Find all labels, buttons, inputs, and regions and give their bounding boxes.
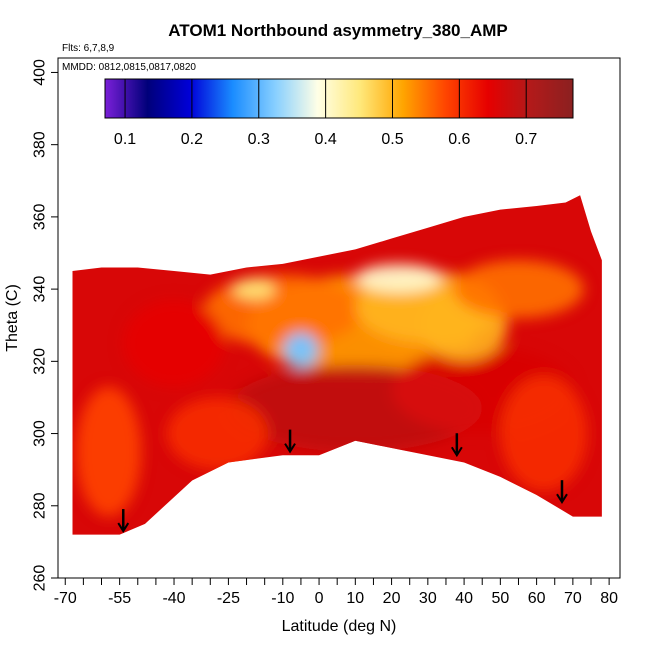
arrow-marker [450, 433, 463, 458]
x-tick-label: -70 [54, 590, 77, 607]
heatmap-region [282, 332, 320, 369]
x-tick-label: -25 [217, 590, 240, 607]
arrow-head [450, 446, 463, 458]
arrow-marker [117, 509, 130, 533]
heatmap-region [453, 260, 584, 318]
x-tick-label: 40 [455, 590, 473, 607]
y-tick-label: 380 [32, 131, 49, 158]
y-tick-label: 320 [32, 348, 49, 375]
x-tick-label: -40 [162, 590, 185, 607]
x-axis-label: Latitude (deg N) [282, 618, 397, 635]
colorbar-tick-label: 0.6 [448, 131, 470, 148]
flights-annotation: Flts: 6,7,8,9 [62, 43, 115, 54]
x-tick-label: 70 [564, 590, 582, 607]
x-tick-label: 30 [419, 590, 437, 607]
arrow-marker [284, 429, 296, 454]
arrow-markers [117, 429, 568, 533]
heatmap-region [166, 397, 269, 470]
colorbar-tick-label: 0.5 [381, 131, 403, 148]
y-axis: 260 280 300 320 340 360 380 400 [32, 59, 58, 591]
heatmap-region [355, 263, 443, 293]
colorbar-tick-label: 0.7 [515, 131, 537, 148]
heatmap-region [123, 299, 225, 387]
colorbar-tick-label: 0.2 [181, 131, 203, 148]
x-tick-label: -10 [271, 590, 294, 607]
x-tick-label: 50 [491, 590, 509, 607]
x-axis: -70 -55 -40 -25 -10 0 10 20 30 40 50 60 70 80 [54, 578, 618, 607]
y-axis-label: Theta (C) [4, 284, 21, 352]
colorbar-tick-label: 0.3 [248, 131, 270, 148]
arrow-head [556, 493, 568, 505]
y-tick-label: 400 [32, 59, 49, 86]
colorbar-tick-label: 0.4 [315, 131, 337, 148]
colorbar-gradient [104, 78, 574, 119]
y-tick-label: 260 [32, 565, 49, 592]
heatmap-region [500, 375, 588, 492]
colorbar: 0.1 0.2 0.3 0.4 0.5 0.6 0.7 [104, 78, 574, 148]
y-tick-label: 280 [32, 492, 49, 519]
x-tick-label: 80 [600, 590, 618, 607]
arrow-marker [556, 480, 568, 505]
colorbar-tick-label: 0.1 [114, 131, 136, 148]
y-tick-label: 340 [32, 276, 49, 303]
x-tick-label: -55 [108, 590, 131, 607]
heatmap-region [232, 278, 276, 300]
plot-frame [57, 57, 621, 579]
arrow-head [284, 443, 296, 454]
heatmap-region [203, 274, 363, 347]
x-tick-label: 0 [315, 590, 324, 607]
heatmap-region [76, 386, 142, 517]
x-tick-label: 60 [528, 590, 546, 607]
arrow-head [117, 522, 130, 533]
y-tick-label: 300 [32, 420, 49, 447]
dates-annotation: MMDD: 0812,0815,0817,0820 [62, 62, 196, 73]
y-tick-label: 360 [32, 203, 49, 230]
x-tick-label: 10 [346, 590, 364, 607]
x-tick-label: 20 [383, 590, 401, 607]
chart-title: ATOM1 Northbound asymmetry_380_AMP [168, 21, 507, 40]
